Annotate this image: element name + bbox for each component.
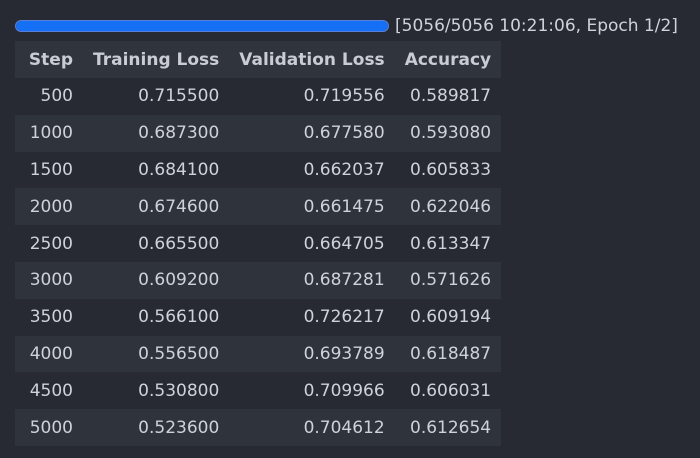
- cell-validation-loss: 0.661475: [229, 188, 395, 226]
- column-header-training-loss: Training Loss: [83, 41, 230, 78]
- cell-accuracy: 0.589817: [394, 78, 502, 115]
- column-header-step: Step: [15, 41, 83, 78]
- cell-step: 3000: [15, 261, 83, 299]
- table-body: 500 0.715500 0.719556 0.589817 1000 0.687300 0…: [15, 78, 502, 446]
- progress-bar: [15, 20, 389, 32]
- cell-training-loss: 0.665500: [83, 225, 230, 262]
- column-header-accuracy: Accuracy: [394, 41, 502, 78]
- cell-accuracy: 0.612654: [394, 409, 502, 446]
- cell-validation-loss: 0.704612: [229, 409, 395, 446]
- cell-accuracy: 0.622046: [394, 188, 502, 226]
- cell-validation-loss: 0.687281: [229, 261, 395, 299]
- table-row: 1000 0.687300 0.677580 0.593080: [15, 114, 502, 152]
- table-header-row: Step Training Loss Validation Loss Accur…: [15, 41, 502, 78]
- table-row: 500 0.715500 0.719556 0.589817: [15, 78, 502, 115]
- cell-accuracy: 0.606031: [394, 372, 502, 410]
- cell-training-loss: 0.684100: [83, 151, 230, 189]
- cell-training-loss: 0.715500: [83, 78, 230, 115]
- table-row: 4500 0.530800 0.709966 0.606031: [15, 372, 502, 410]
- table-row: 3000 0.609200 0.687281 0.571626: [15, 261, 502, 299]
- cell-step: 3500: [15, 298, 83, 336]
- cell-validation-loss: 0.664705: [229, 225, 395, 262]
- cell-training-loss: 0.530800: [83, 372, 230, 410]
- cell-step: 2500: [15, 225, 83, 262]
- cell-validation-loss: 0.709966: [229, 372, 395, 410]
- cell-step: 4000: [15, 335, 83, 373]
- cell-validation-loss: 0.719556: [229, 78, 395, 115]
- cell-step: 500: [15, 78, 83, 115]
- progress-status-text: [5056/5056 10:21:06, Epoch 1/2]: [395, 16, 678, 36]
- cell-step: 1000: [15, 114, 83, 152]
- cell-validation-loss: 0.677580: [229, 114, 395, 152]
- table-row: 5000 0.523600 0.704612 0.612654: [15, 409, 502, 446]
- cell-step: 2000: [15, 188, 83, 226]
- cell-step: 5000: [15, 409, 83, 446]
- table-row: 2000 0.674600 0.661475 0.622046: [15, 188, 502, 226]
- cell-accuracy: 0.593080: [394, 114, 502, 152]
- progress-bar-fill: [16, 21, 388, 31]
- cell-validation-loss: 0.726217: [229, 298, 395, 336]
- cell-step: 1500: [15, 151, 83, 189]
- cell-accuracy: 0.571626: [394, 261, 502, 299]
- cell-step: 4500: [15, 372, 83, 410]
- cell-training-loss: 0.566100: [83, 298, 230, 336]
- table-row: 1500 0.684100 0.662037 0.605833: [15, 151, 502, 189]
- cell-training-loss: 0.523600: [83, 409, 230, 446]
- cell-training-loss: 0.609200: [83, 261, 230, 299]
- table-row: 4000 0.556500 0.693789 0.618487: [15, 335, 502, 373]
- cell-accuracy: 0.605833: [394, 151, 502, 189]
- cell-accuracy: 0.609194: [394, 298, 502, 336]
- column-header-validation-loss: Validation Loss: [229, 41, 395, 78]
- cell-accuracy: 0.618487: [394, 335, 502, 373]
- cell-training-loss: 0.556500: [83, 335, 230, 373]
- cell-accuracy: 0.613347: [394, 225, 502, 262]
- training-metrics-table: Step Training Loss Validation Loss Accur…: [15, 41, 502, 446]
- cell-training-loss: 0.687300: [83, 114, 230, 152]
- table-row: 3500 0.566100 0.726217 0.609194: [15, 298, 502, 336]
- table-row: 2500 0.665500 0.664705 0.613347: [15, 225, 502, 262]
- training-progress: [5056/5056 10:21:06, Epoch 1/2]: [15, 12, 678, 40]
- cell-validation-loss: 0.662037: [229, 151, 395, 189]
- cell-training-loss: 0.674600: [83, 188, 230, 226]
- cell-validation-loss: 0.693789: [229, 335, 395, 373]
